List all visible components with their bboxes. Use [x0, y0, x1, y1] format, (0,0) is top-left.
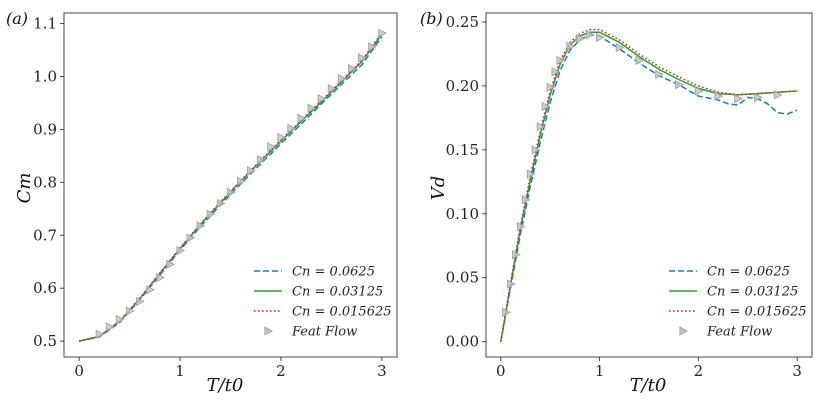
panel-b-feat-flow-marker	[541, 101, 551, 112]
panel-b-feat-flow-marker	[546, 82, 556, 92]
panel-b-feat-flow-marker	[714, 91, 724, 101]
panel-b-series-2	[500, 28, 798, 342]
panel-a-feat-flow-marker	[337, 73, 347, 84]
panel-b-feat-flow-marker	[694, 86, 704, 96]
panel-a-xtick-label: 0	[74, 362, 84, 380]
panel-a-feat-flow-marker	[307, 103, 317, 113]
panel-b-xtick-label: 2	[694, 362, 704, 380]
panel-a-feat-flow-marker	[287, 123, 297, 134]
panel-b-feat-flow-marker	[516, 221, 526, 232]
panel-a-feat-flow-marker	[327, 84, 337, 94]
panel-a-feat-flow-marker	[236, 176, 246, 186]
panel-b-feat-flow-marker	[615, 42, 625, 53]
panel-a-feat-flow-marker	[358, 53, 367, 63]
panel-b-feat-flow-marker	[536, 122, 546, 132]
panel-a-xtick-label: 2	[276, 362, 286, 380]
panel-b-label: (b)	[420, 9, 443, 28]
panel-a-feat-flow-marker	[136, 296, 145, 307]
panel-b-feat-flow-marker	[754, 92, 763, 103]
panel-b-xtick-label: 0	[496, 362, 506, 380]
panel-b-feat-flow-marker	[551, 67, 561, 77]
panel-a-feat-flow-marker	[378, 28, 387, 38]
panel-b-feat-flow-marker	[507, 279, 516, 289]
panel-a-ylabel: Cm	[14, 173, 35, 204]
panel-b: (b) T/t0 Vd 0 1 2 3 0.00 0.05 0.10 0.15 0.20 0.25…	[420, 9, 813, 396]
panel-a-feat-flow-marker	[105, 322, 115, 332]
panel-a-legend-marker	[264, 326, 274, 336]
panel-b-feat-flow-marker	[635, 55, 645, 65]
panel-b-feat-flow-marker	[586, 30, 595, 40]
panel-b-ytick-label: 0.00	[446, 333, 479, 351]
panel-b-legend-marker	[679, 326, 689, 336]
panel-b-ytick-label: 0.20	[446, 77, 479, 95]
panel-b-feat-flow-marker	[675, 79, 684, 90]
panel-b-feat-flow-marker	[773, 90, 783, 100]
panel-a-label: (a)	[6, 9, 28, 28]
panel-b-feat-flow-marker	[596, 32, 605, 42]
panel-b-feat-flow-marker	[502, 307, 511, 317]
panel-a-ytick-label: 1.1	[33, 15, 57, 33]
panel-a-legend-label: Cn = 0.0625	[292, 265, 375, 280]
panel-b-xtick-label: 3	[792, 362, 802, 380]
panel-b-feat-flow-marker	[556, 55, 566, 65]
panel-a-ytick-label: 0.8	[33, 173, 57, 191]
panel-a-feat-flow-marker	[257, 154, 266, 165]
panel-a-feat-flow-marker	[247, 166, 256, 176]
panel-b-feat-flow-marker	[655, 69, 664, 80]
panel-b-feat-flow-marker	[734, 94, 743, 104]
panel-a-feat-flow-marker	[186, 233, 196, 243]
panel-a-ytick-label: 0.7	[33, 226, 57, 244]
panel-a-feat-flow-marker	[166, 259, 175, 270]
panel-b-ytick-label: 0.25	[446, 13, 479, 31]
panel-a-ytick-label: 0.5	[33, 332, 57, 350]
panel-b-feat-flow-marker	[512, 250, 521, 260]
panel-a-ytick-label: 0.9	[33, 120, 57, 138]
panel-a-feat-flow-marker	[115, 314, 125, 325]
panel-a-feat-flow-marker	[317, 94, 327, 104]
panel-a-xtick-label: 3	[377, 362, 387, 380]
panel-a-feat-flow-marker	[176, 245, 186, 256]
panel-a-feat-flow-marker	[267, 142, 276, 152]
panel-b-feat-flow-marker	[566, 41, 576, 51]
panel-a-feat-flow-marker	[196, 221, 206, 231]
panel-a-feat-flow-marker	[368, 42, 377, 52]
panel-a-xlabel: T/t0	[207, 375, 244, 396]
panel-a-frame	[63, 12, 398, 358]
panel-b-feat-flow-marker	[576, 33, 585, 44]
panel-b-ytick-label: 0.10	[446, 205, 479, 223]
panel-a-feat-flow-marker	[206, 209, 216, 219]
panel-b-legend-label: Cn = 0.015625	[707, 305, 807, 320]
panel-b-feat-flow-marker	[526, 169, 536, 179]
panel-a-legend-label: Cn = 0.03125	[292, 285, 383, 300]
panel-b-ytick-label: 0.05	[446, 269, 479, 287]
panel-a-feat-flow-marker	[216, 198, 226, 209]
panel-b-xlabel: T/t0	[630, 375, 667, 396]
panel-a-ytick-label: 0.6	[33, 279, 57, 297]
panel-a: (a) T/t0 Cm 0 1 2 3 0.5 0.6 0.7 0.8 0.9 1.0 1.1 Cn …	[6, 9, 398, 396]
panel-b-feat-flow-marker	[531, 145, 541, 155]
panel-b-feat-flow-marker	[521, 195, 531, 205]
panel-b-xtick-label: 1	[595, 362, 605, 380]
panel-a-legend-label: Cn = 0.015625	[292, 305, 392, 320]
panel-a-xtick-label: 1	[175, 362, 185, 380]
panel-b-ylabel: Vd	[428, 176, 449, 201]
panel-a-feat-flow-marker	[125, 306, 135, 316]
panel-a-legend-label: Feat Flow	[291, 325, 357, 340]
panel-a-feat-flow-marker	[226, 187, 236, 198]
panel-a-feat-flow-marker	[297, 113, 307, 123]
panel-b-legend-label: Cn = 0.0625	[707, 265, 790, 280]
panel-b-series-1	[500, 31, 798, 342]
panel-a-feat-flow-marker	[156, 272, 165, 283]
panel-b-legend-label: Feat Flow	[706, 325, 772, 340]
panel-a-feat-flow-marker	[277, 132, 286, 143]
panel-a-ytick-label: 1.0	[33, 68, 57, 86]
panel-a-feat-flow-marker	[146, 285, 155, 295]
panel-b-legend-label: Cn = 0.03125	[707, 285, 798, 300]
panel-b-ytick-label: 0.15	[446, 141, 479, 159]
panel-b-frame	[485, 12, 813, 358]
panel-a-feat-flow-marker	[347, 63, 357, 74]
panel-a-feat-flow-marker	[95, 329, 105, 339]
